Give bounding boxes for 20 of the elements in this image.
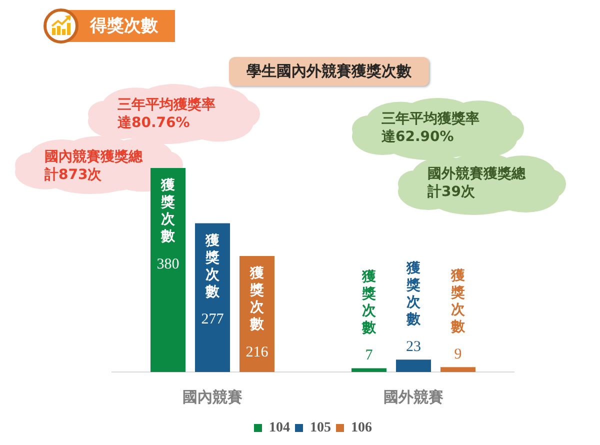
- bar: [352, 368, 387, 372]
- bar: [440, 367, 476, 372]
- bar: [150, 168, 186, 372]
- legend-label: 104: [269, 420, 290, 436]
- chart-title: 得獎次數: [90, 15, 158, 37]
- data-label: 獲獎次數 380: [156, 178, 180, 272]
- annotation: 國外競賽獲獎總計39次: [428, 165, 527, 201]
- data-label: 獲獎次數 277: [201, 232, 224, 328]
- legend-label: 106: [351, 420, 372, 436]
- data-label: 獲獎次數 9: [450, 268, 466, 363]
- data-label: 獲獎次數 7: [361, 268, 378, 364]
- x-tick-label: 國內競賽: [182, 388, 242, 406]
- annotation: 國內競賽獲獎總計873次: [44, 148, 144, 184]
- legend-label: 105: [310, 420, 331, 436]
- text: 三年平均獲獎率達80.76%: [118, 96, 216, 132]
- x-tick-label: 國外競賽: [384, 388, 444, 406]
- data-label: 獲獎次數 23: [406, 260, 422, 356]
- text: 三年平均獲獎率達62.90%: [382, 110, 480, 146]
- bar: [396, 360, 432, 372]
- data-label: 獲獎次數 216: [246, 266, 269, 360]
